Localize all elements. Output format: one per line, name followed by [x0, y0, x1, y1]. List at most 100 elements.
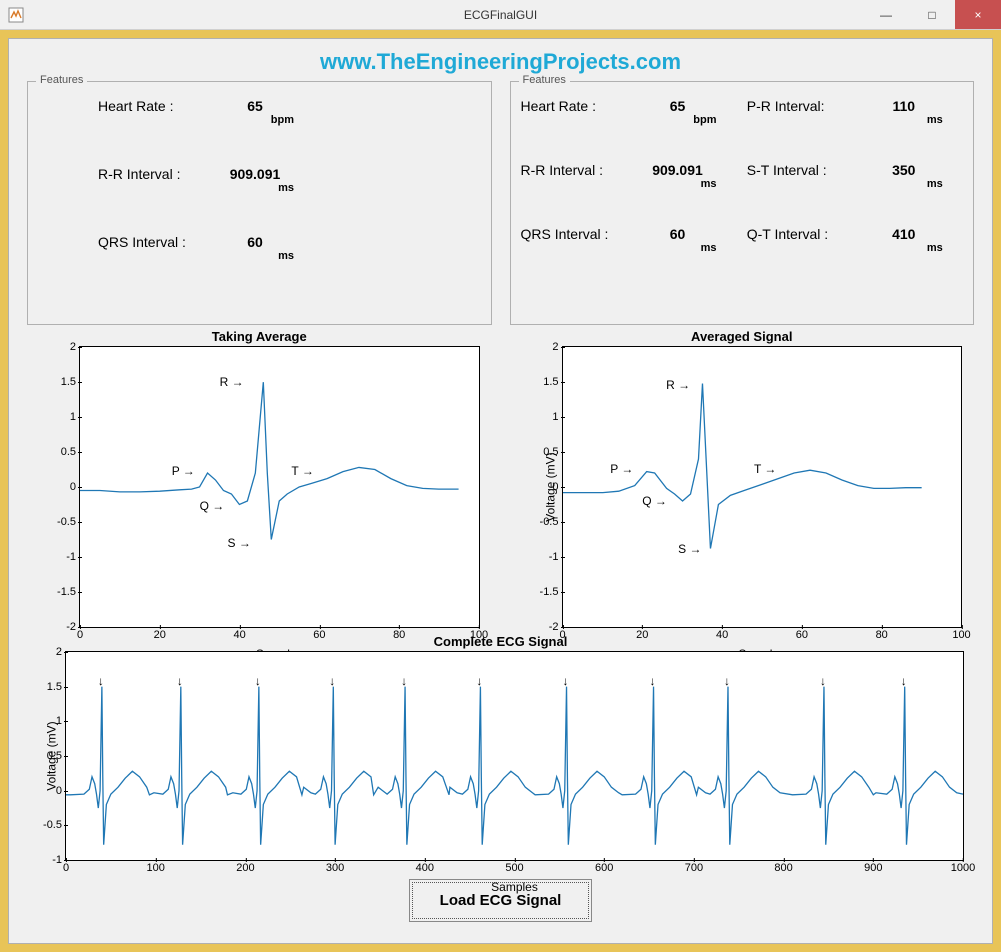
feature-value: 909.091ms: [220, 166, 290, 182]
xtick: 500: [505, 862, 523, 874]
maximize-button[interactable]: □: [909, 0, 955, 29]
xtick: 300: [326, 862, 344, 874]
ytick: 1: [56, 715, 62, 727]
xtick: 700: [685, 862, 703, 874]
ytick: -0.5: [540, 516, 559, 528]
feature-item: Heart Rate : 65bpm: [98, 98, 481, 114]
feature-value: 60ms: [220, 234, 290, 250]
xtick: 900: [864, 862, 882, 874]
chart-title: Taking Average: [27, 329, 492, 344]
xtick: 40: [233, 629, 245, 641]
ytick: -1: [66, 551, 76, 563]
feature-unit: ms: [701, 242, 717, 254]
xtick: 100: [470, 629, 488, 641]
feature-value: 110ms: [869, 98, 939, 114]
ytick: -2: [549, 621, 559, 633]
feature-unit: ms: [927, 178, 943, 190]
xtick: 200: [236, 862, 254, 874]
xtick: 0: [77, 629, 83, 641]
ytick: -0.5: [43, 819, 62, 831]
xlabel: Samples: [491, 880, 538, 894]
ytick: 0.5: [61, 446, 76, 458]
chart-taking-average: Taking Average -2-1.5-1-0.500.511.52 020…: [27, 325, 492, 628]
ytick: 0: [70, 481, 76, 493]
feature-unit: ms: [278, 182, 294, 194]
feature-label: Heart Rate :: [521, 98, 631, 114]
app-figure: www.TheEngineeringProjects.com Features …: [8, 38, 993, 944]
ytick: 1.5: [61, 376, 76, 388]
features-panel-left: Features Heart Rate :65bpmR-R Interval :…: [27, 81, 492, 325]
ytick: -1.5: [540, 586, 559, 598]
feature-value: 350ms: [869, 162, 939, 178]
ytick: 0.5: [47, 750, 62, 762]
axes-right: -2-1.5-1-0.500.511.52 020406080100 Sampl…: [562, 346, 963, 628]
xtick: 80: [393, 629, 405, 641]
feature-item: Heart Rate : 65bpm: [521, 98, 737, 114]
header-url: www.TheEngineeringProjects.com: [9, 39, 992, 81]
feature-label: Q-T Interval :: [747, 226, 857, 242]
xtick: 60: [796, 629, 808, 641]
axes-bottom: -1-0.500.511.52 010020030040050060070080…: [65, 651, 964, 861]
feature-item: P-R Interval: 110ms: [747, 98, 963, 114]
feature-value: 410ms: [869, 226, 939, 242]
xtick: 100: [952, 629, 970, 641]
feature-item: R-R Interval : 909.091ms: [98, 166, 481, 182]
feature-item: QRS Interval :60ms: [521, 226, 737, 242]
feature-label: Heart Rate :: [98, 98, 208, 114]
xtick: 40: [716, 629, 728, 641]
feature-value: 60ms: [643, 226, 713, 242]
ytick: -1: [549, 551, 559, 563]
xtick: 0: [559, 629, 565, 641]
window-titlebar: ECGFinalGUI — □ ×: [0, 0, 1001, 30]
feature-label: QRS Interval :: [98, 234, 208, 250]
xtick: 400: [416, 862, 434, 874]
feature-label: P-R Interval:: [747, 98, 857, 114]
xtick: 100: [147, 862, 165, 874]
ytick: -1.5: [57, 586, 76, 598]
xtick: 20: [636, 629, 648, 641]
ytick: -1: [52, 854, 62, 866]
feature-item: R-R Interval : 909.091ms: [521, 162, 737, 178]
feature-label: S-T Interval :: [747, 162, 857, 178]
ytick: -2: [66, 621, 76, 633]
ytick: 0.5: [543, 446, 558, 458]
minimize-button[interactable]: —: [863, 0, 909, 29]
ytick: 1.5: [47, 681, 62, 693]
ytick: 2: [552, 341, 558, 353]
xtick: 800: [774, 862, 792, 874]
xtick: 60: [313, 629, 325, 641]
features-panel-right: Features Heart Rate :65bpmP-R Interval:1…: [510, 81, 975, 325]
close-button[interactable]: ×: [955, 0, 1001, 29]
feature-unit: bpm: [693, 114, 716, 126]
header-url-text: www.TheEngineeringProjects.com: [320, 49, 681, 74]
feature-value: 909.091ms: [643, 162, 713, 178]
feature-unit: ms: [927, 114, 943, 126]
ytick: -0.5: [57, 516, 76, 528]
feature-unit: bpm: [271, 114, 294, 126]
feature-label: R-R Interval :: [521, 162, 631, 178]
ytick: 0: [56, 785, 62, 797]
feature-value: 65bpm: [643, 98, 713, 114]
xtick: 1000: [951, 862, 975, 874]
app-icon: [8, 7, 24, 23]
axes-left: -2-1.5-1-0.500.511.52 020406080100 Sampl…: [79, 346, 480, 628]
feature-unit: ms: [927, 242, 943, 254]
chart-averaged-signal: Averaged Signal Voltage (mV) -2-1.5-1-0.…: [510, 325, 975, 628]
ytick: 0: [552, 481, 558, 493]
xtick: 20: [154, 629, 166, 641]
feature-value: 65bpm: [220, 98, 290, 114]
feature-item: Q-T Interval : 410ms: [747, 226, 963, 242]
xtick: 0: [63, 862, 69, 874]
panel-legend: Features: [36, 74, 87, 86]
window-title: ECGFinalGUI: [464, 8, 537, 22]
ytick: 1.5: [543, 376, 558, 388]
ytick: 2: [56, 646, 62, 658]
feature-item: S-T Interval : 350ms: [747, 162, 963, 178]
xtick: 80: [876, 629, 888, 641]
ytick: 1: [552, 411, 558, 423]
feature-item: QRS Interval : 60ms: [98, 234, 481, 250]
feature-label: R-R Interval :: [98, 166, 208, 182]
xtick: 600: [595, 862, 613, 874]
chart-title: Averaged Signal: [510, 329, 975, 344]
feature-unit: ms: [278, 250, 294, 262]
